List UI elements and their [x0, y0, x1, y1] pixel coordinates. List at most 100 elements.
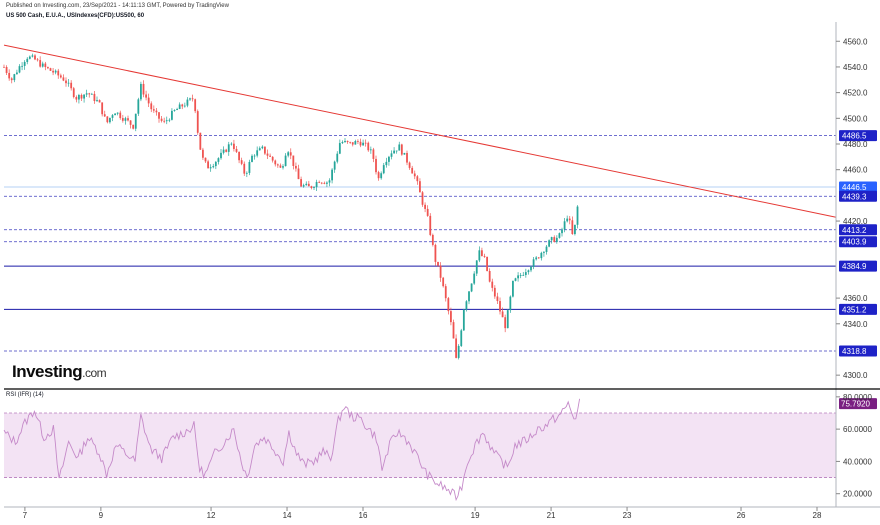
candle-body [26, 58, 29, 62]
investing-logo[interactable]: Investing.com [12, 362, 107, 381]
candle-body [424, 204, 426, 209]
candle-body [318, 181, 321, 183]
rsi-band [4, 412, 836, 478]
candle-body [292, 155, 295, 166]
candle-body [279, 165, 282, 168]
candle-body [274, 160, 277, 165]
price-tick-label: 4480.0 [843, 140, 868, 149]
time-tick-label: 9 [99, 511, 104, 520]
candle-body [506, 310, 509, 329]
candle-body [493, 287, 496, 297]
candle-body [333, 161, 336, 170]
level-label-bg-4439.3 [839, 190, 877, 202]
candle-body [357, 141, 359, 142]
candle-body [80, 95, 83, 99]
rsi-line [3, 398, 581, 502]
candle-body [111, 115, 114, 118]
candle-body [501, 311, 504, 318]
candle-body [302, 185, 305, 187]
candle-body [57, 70, 60, 76]
candle-body [548, 240, 550, 247]
candle-body [576, 206, 579, 225]
rsi-tick-label: 40.0000 [843, 457, 872, 466]
candle-body [271, 156, 274, 161]
candle-body [227, 144, 230, 152]
candle-body [437, 261, 439, 266]
candle-body [406, 152, 408, 163]
candle-body [214, 161, 217, 167]
candle-body [103, 114, 106, 117]
candle-body [514, 278, 517, 281]
candle-body [512, 280, 514, 297]
candle-body [496, 296, 499, 302]
level-label-4351.2: 4351.2 [842, 305, 867, 314]
candle-body [354, 141, 357, 145]
candle-body [328, 180, 331, 183]
candle-body [465, 301, 468, 310]
candle-body [10, 78, 13, 81]
candle-body [434, 244, 437, 262]
candle-body [326, 182, 328, 184]
level-label-4439.3: 4439.3 [842, 192, 867, 201]
level-label-4384.9: 4384.9 [842, 262, 867, 271]
candle-body [519, 275, 522, 276]
candle-body [413, 173, 416, 177]
candle-body [517, 275, 519, 279]
published-note: Published on Investing.com, 23/Sep/2021 … [6, 3, 229, 9]
candle-body [543, 251, 545, 253]
candle-body [524, 272, 527, 275]
candle-body [52, 70, 54, 73]
candle-body [364, 142, 367, 144]
candle-body [475, 260, 478, 274]
candle-body [158, 112, 160, 119]
candle-body [320, 182, 323, 184]
candle-body [359, 141, 362, 146]
candle-body [537, 257, 540, 259]
rsi-tick-label: 60.0000 [843, 425, 872, 434]
time-tick-label: 7 [23, 511, 28, 520]
candle-body [150, 103, 153, 110]
candle-body [160, 118, 163, 121]
candle-body [21, 65, 23, 67]
candle-body [217, 158, 220, 162]
candle-body [377, 172, 380, 179]
rsi-value-label: 75.7920 [841, 400, 870, 409]
level-label-4403.9: 4403.9 [842, 238, 867, 247]
candle-body [261, 146, 264, 149]
candle-body [152, 109, 155, 111]
candle-body [375, 158, 377, 173]
candle-body [390, 153, 393, 157]
candle-body [574, 224, 576, 235]
level-label-bg-4403.9 [839, 236, 877, 248]
candle-body [313, 187, 315, 189]
candle-body [442, 277, 445, 287]
candle-body [209, 167, 212, 169]
candle-body [3, 66, 5, 68]
candle-body [65, 80, 67, 84]
candle-body [571, 220, 574, 235]
candle-body [168, 119, 171, 121]
candle-body [248, 161, 251, 173]
candle-body [36, 59, 39, 61]
candle-body [173, 109, 176, 111]
candle-body [59, 75, 62, 78]
candle-body [429, 215, 432, 235]
candle-body [186, 99, 189, 106]
candle-body [478, 250, 481, 261]
price-tick-label: 4500.0 [843, 114, 868, 123]
candle-body [233, 143, 235, 149]
candle-body [426, 208, 429, 216]
rsi-indicator-label: RSI (IFR) (14) [6, 392, 44, 398]
candle-body [483, 255, 486, 257]
candle-body [307, 183, 310, 187]
price-tick-label: 4360.0 [843, 294, 868, 303]
candle-body [362, 142, 364, 146]
candle-body [447, 298, 450, 312]
time-tick-label: 26 [737, 511, 746, 520]
time-tick-label: 28 [813, 511, 822, 520]
candle-body [47, 67, 49, 69]
candle-body [431, 234, 434, 245]
level-label-4486.5: 4486.5 [842, 132, 867, 141]
candle-body [230, 143, 233, 145]
